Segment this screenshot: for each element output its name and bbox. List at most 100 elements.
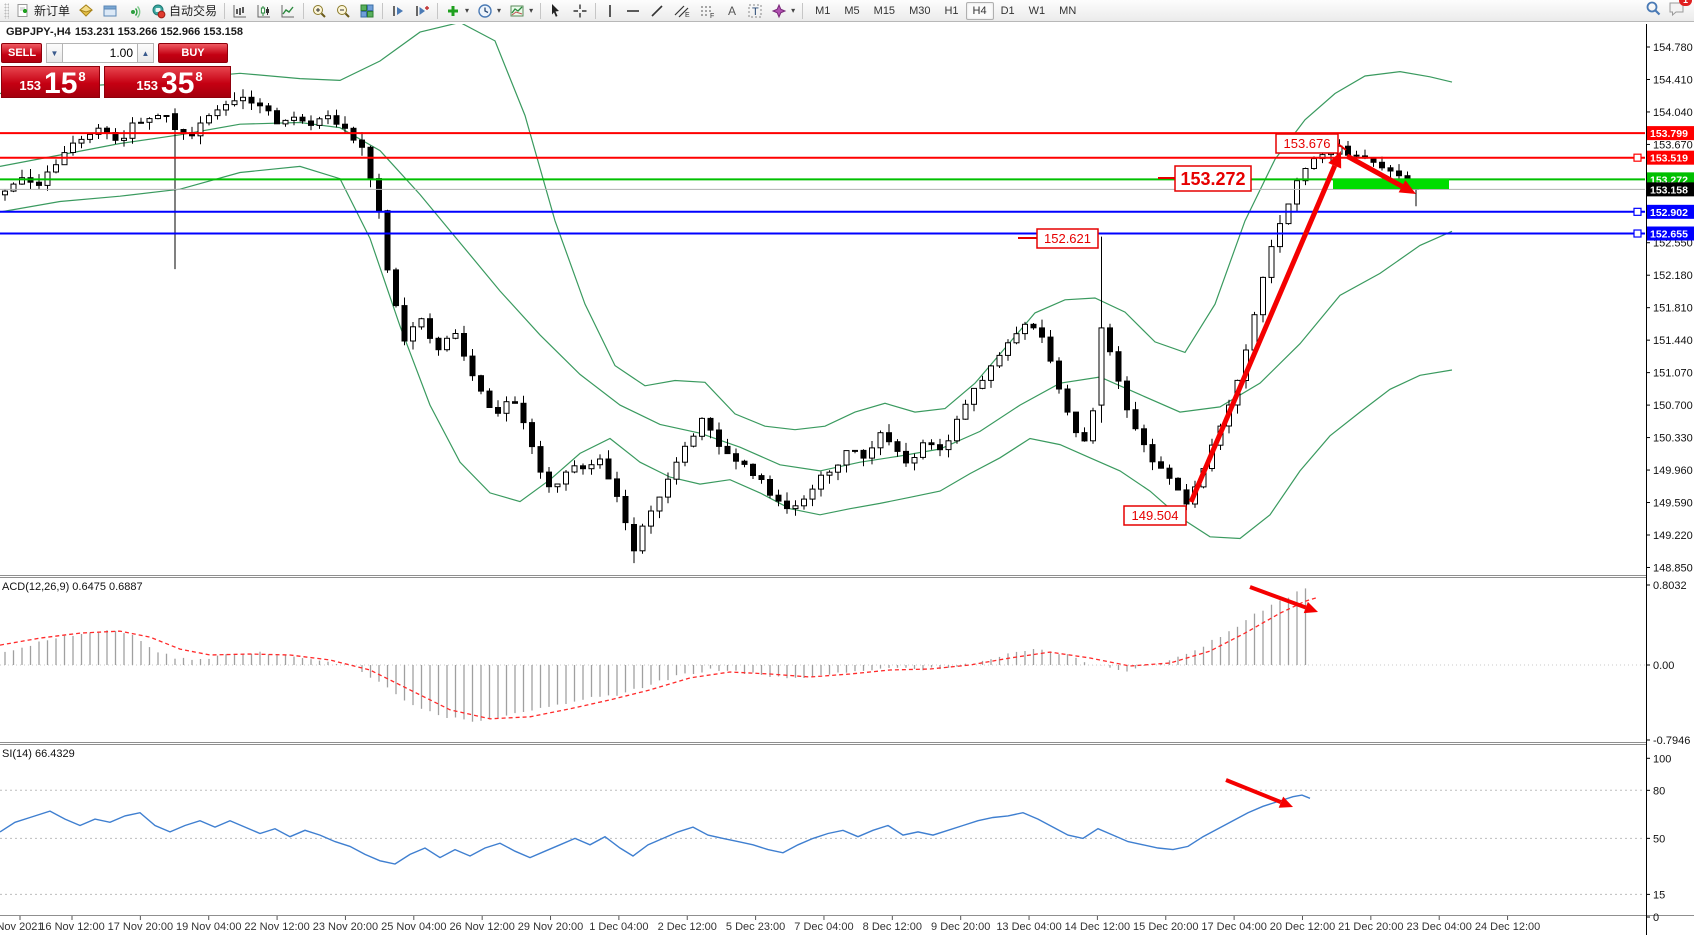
new-order-label: 新订单	[34, 4, 71, 18]
volume-stepper: ▼ ▲	[46, 43, 154, 63]
chart-shift-button[interactable]	[410, 0, 434, 21]
svg-text:A: A	[728, 4, 736, 18]
chart-shift-icon	[414, 3, 430, 19]
red-arrow	[1249, 585, 1307, 610]
line-chart-icon	[280, 3, 296, 19]
buy-price-prefix: 153	[136, 78, 159, 93]
sell-button[interactable]: SELL	[1, 43, 42, 63]
zoom-in-button[interactable]	[307, 0, 331, 21]
price-tick-label: 154.780	[1653, 42, 1693, 54]
dropdown-caret-icon: ▾	[791, 6, 796, 15]
chart-ohlc-title: GBPJPY-,H4 153.231 153.266 152.966 153.15…	[6, 26, 247, 38]
rsi-line	[0, 794, 1311, 865]
notifications-button[interactable]: 1	[1668, 0, 1692, 22]
add-indicator-button[interactable]: ▾	[441, 0, 473, 21]
annotation-box[interactable]	[1275, 133, 1339, 154]
crosshair-button[interactable]	[568, 0, 592, 21]
vertical-line-tool-button[interactable]	[599, 0, 621, 21]
candlestick-chart-button[interactable]	[252, 0, 276, 21]
price-tick-label: 151.810	[1653, 303, 1693, 315]
price-level-label: 153.158	[1650, 184, 1688, 196]
annotation-box[interactable]	[1123, 505, 1187, 526]
template-icon	[509, 3, 525, 19]
sell-price-display[interactable]: 153 15 8	[1, 66, 100, 99]
shapes-tool-button[interactable]: ▾	[767, 0, 799, 21]
timeframe-m30-button[interactable]: M30	[909, 4, 931, 17]
fibonacci-icon: F	[699, 3, 717, 19]
price-tick-label: 152.180	[1653, 270, 1693, 282]
time-tick-label: 23 Dec 04:00	[1406, 921, 1471, 933]
scroll-to-end-icon	[390, 3, 406, 19]
zoom-out-button[interactable]	[331, 0, 355, 21]
macd-panel[interactable]	[0, 588, 1645, 722]
timeframe-w1-button[interactable]: W1	[1028, 4, 1046, 17]
timeframe-mn-button[interactable]: MN	[1059, 4, 1077, 17]
notification-badge: 1	[1679, 0, 1692, 6]
panel-dividers[interactable]	[0, 575, 1694, 916]
buy-button[interactable]: BUY	[158, 43, 228, 63]
dropdown-caret-icon: ▾	[465, 6, 470, 15]
timeframe-d1-button[interactable]: D1	[1000, 4, 1015, 17]
text-icon: A	[725, 3, 739, 19]
tile-windows-button[interactable]	[355, 0, 379, 21]
price-tick-label: 150.330	[1653, 433, 1693, 445]
annotation-labels[interactable]: 153.676 153.272 152.621 149.504	[1018, 133, 1347, 526]
timeframe-h1-button[interactable]: H1	[944, 4, 959, 17]
time-tick-label: 22 Nov 12:00	[244, 921, 309, 933]
sell-price-prefix: 153	[19, 78, 42, 93]
main-chart-panel[interactable]	[0, 22, 1453, 564]
separator	[540, 2, 542, 19]
fibonacci-tool-button[interactable]: F	[695, 0, 721, 21]
dropdown-caret-icon: ▾	[529, 6, 534, 15]
signal-button[interactable]	[122, 0, 146, 21]
time-tick-label: Nov 2021	[0, 921, 44, 933]
line-chart-button[interactable]	[276, 0, 300, 21]
time-tick-label: 17 Dec 04:00	[1201, 921, 1266, 933]
separator	[595, 2, 597, 19]
channel-tool-button[interactable]: E	[669, 0, 695, 21]
clock-icon	[477, 3, 493, 19]
new-order-button[interactable]: 新订单	[11, 0, 74, 21]
equidistant-channel-icon: E	[673, 3, 691, 19]
trendline-icon	[649, 3, 665, 19]
profile-button[interactable]	[74, 0, 98, 21]
volume-increase-button[interactable]: ▲	[137, 43, 154, 63]
toolbar-grip[interactable]	[4, 2, 9, 19]
buy-price-display[interactable]: 153 35 8	[104, 66, 231, 99]
profile-icon	[78, 3, 94, 19]
time-tick-label: 13 Dec 04:00	[996, 921, 1061, 933]
auto-trading-button[interactable]: 自动交易	[146, 0, 221, 21]
timeframe-h4-button[interactable]: H4	[965, 1, 994, 20]
macd-axis-label: 0.8032	[1653, 580, 1687, 592]
volume-decrease-button[interactable]: ▼	[46, 43, 63, 63]
timeframe-m15-button[interactable]: M15	[873, 4, 896, 17]
trend-arrows[interactable]	[1188, 151, 1416, 808]
trendline-tool-button[interactable]	[645, 0, 669, 21]
bar-chart-button[interactable]	[228, 0, 252, 21]
auto-trading-label: 自动交易	[169, 4, 218, 18]
candlestick-chart-icon	[256, 3, 272, 19]
text-tool-button[interactable]: A	[721, 0, 743, 21]
horizontal-line-tool-button[interactable]	[621, 0, 645, 21]
search-icon[interactable]	[1645, 0, 1662, 22]
price-axis[interactable]: 154.780 154.410 154.040 153.670 152.550 152.1…	[1646, 22, 1694, 935]
text-label-t​ool-button[interactable]: T	[743, 0, 767, 21]
timeframe-m5-button[interactable]: M5	[844, 4, 860, 17]
market-watch-button[interactable]	[98, 0, 122, 21]
red-arrow	[1225, 778, 1282, 804]
green-zone-rectangle[interactable]	[1333, 179, 1449, 189]
rsi-label: SI(14) 66.4329	[2, 748, 75, 760]
volume-input[interactable]	[63, 43, 137, 63]
period-button[interactable]: ▾	[473, 0, 505, 21]
horizontal-level-lines[interactable]	[0, 132, 1645, 238]
scroll-to-end-button[interactable]	[386, 0, 410, 21]
annotation-box[interactable]	[1036, 228, 1099, 249]
annotation-box[interactable]	[1174, 165, 1252, 192]
timeframe-m1-button[interactable]: M1	[815, 4, 831, 17]
time-tick-label: 5 Dec 23:00	[726, 921, 785, 933]
rsi-panel[interactable]	[0, 789, 1645, 895]
cursor-button[interactable]	[544, 0, 568, 21]
template-button[interactable]: ▾	[505, 0, 537, 21]
